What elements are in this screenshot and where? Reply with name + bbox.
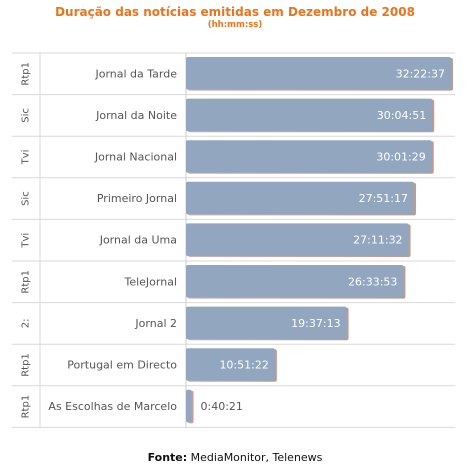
source-text: MediaMonitor, Telenews: [190, 451, 323, 464]
chart-subtitle: (hh:mm:ss): [207, 20, 263, 30]
value-label: 19:37:13: [291, 317, 340, 330]
bar: [186, 348, 275, 381]
source-label: Fonte:: [147, 451, 188, 464]
program-label: Jornal da Noite: [95, 109, 177, 122]
channel-label: Rtp1: [21, 270, 32, 294]
value-label: 27:11:32: [353, 234, 402, 247]
bars-group: [186, 57, 453, 424]
program-label: Jornal 2: [134, 317, 177, 330]
value-label: 27:51:17: [359, 192, 408, 205]
bar: [186, 57, 451, 90]
value-label: 30:01:29: [376, 151, 425, 164]
channel-label: Rtp1: [21, 62, 32, 86]
bar: [186, 306, 347, 340]
source-note: Fonte: MediaMonitor, Telenews: [0, 451, 470, 464]
program-label: TeleJornal: [123, 275, 177, 288]
bar: [186, 223, 409, 256]
program-label: Portugal em Directo: [67, 359, 177, 372]
channel-label: 2:: [21, 319, 32, 329]
program-label: Primeiro Jornal: [97, 192, 177, 205]
value-label: 10:51:22: [219, 359, 268, 372]
program-label: Jornal da Tarde: [94, 67, 177, 80]
channel-label: Sic: [21, 191, 32, 206]
program-label: Jornal Nacional: [94, 151, 177, 164]
bar: [186, 181, 414, 215]
channel-label: Rtp1: [21, 395, 32, 419]
channel-label: Sic: [21, 108, 32, 123]
bar-chart: Rtp1 Jornal da Tarde 32:22:37 Sic Jornal da …: [12, 52, 455, 428]
program-label: Jornal da Uma: [99, 234, 177, 247]
program-label: As Escolhas de Marcelo: [48, 400, 177, 413]
channel-label: Rtp1: [21, 353, 32, 377]
chart-title: Duração das notícias emitidas em Dezembr…: [55, 5, 415, 19]
bar: [186, 140, 432, 173]
bar: [186, 265, 404, 298]
bar: [186, 389, 192, 423]
value-label: 0:40:21: [201, 400, 243, 413]
labels-group: Rtp1 Jornal da Tarde 32:22:37 Sic Jornal da …: [21, 62, 446, 418]
channel-label: Tvi: [21, 150, 32, 166]
value-label: 26:33:53: [348, 275, 397, 288]
value-label: 30:04:51: [377, 109, 426, 122]
channel-label: Tvi: [21, 233, 32, 249]
value-label: 32:22:37: [396, 67, 445, 80]
bar: [186, 98, 433, 132]
